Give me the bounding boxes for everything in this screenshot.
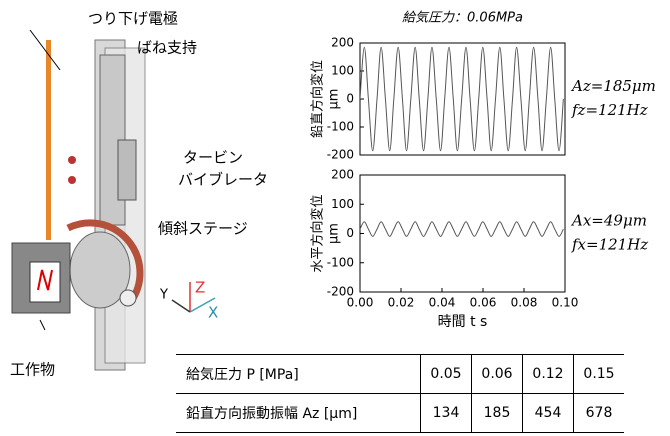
annotation: fz=121Hz [571, 101, 648, 119]
cell: 678 [574, 394, 625, 433]
annotation: Az=185μm [570, 77, 656, 95]
cell: 0.05 [421, 355, 472, 394]
diagram-label: つり下げ電極 [88, 10, 178, 28]
y-tick-label: 0 [346, 92, 354, 106]
y-axis-label: 鉛直方向変位 [310, 60, 326, 138]
diagram-label: 工作物 [10, 361, 55, 379]
device [12, 30, 215, 370]
y-tick-label: 100 [331, 197, 354, 211]
y-tick-label: -100 [327, 255, 354, 269]
annotation: Ax=49μm [570, 212, 647, 230]
cell: 給気圧力 P [MPa] [176, 355, 421, 394]
x-tick-label: 0.04 [429, 296, 456, 310]
y-tick-label: 200 [331, 168, 354, 182]
axis-letter: X [208, 304, 218, 322]
annotation: fx=121Hz [571, 236, 648, 254]
cell: 0.12 [523, 355, 574, 394]
y-axis-label: 水平方向変位 [310, 194, 326, 272]
diagram-label: バイブレータ [178, 171, 268, 189]
cell: 鉛直方向振動振幅 Az [μm] [176, 394, 421, 433]
chart-title: 給気圧力：0.06MPa [402, 11, 523, 26]
y-tick-label: 200 [331, 36, 354, 50]
plot-frame [360, 43, 565, 155]
cell: 0.15 [574, 355, 625, 394]
plot-frame [360, 175, 565, 292]
line-series [360, 222, 563, 237]
x-tick-label: 0.02 [388, 296, 415, 310]
y-tick-label: 100 [331, 64, 354, 78]
y-axis-unit: μm [327, 89, 342, 110]
cell: 134 [421, 394, 472, 433]
diagram-label: ばね支持 [137, 39, 197, 57]
x-tick-label: 0.06 [470, 296, 497, 310]
x-axis-label: 時間 t s [438, 314, 488, 330]
x-tick-label: 0.00 [347, 296, 374, 310]
y-tick-label: -200 [327, 148, 354, 162]
axis-letter: Z [195, 279, 205, 297]
diagram-label: タービン [183, 149, 243, 167]
cell: 0.06 [472, 355, 523, 394]
line-series [360, 47, 563, 151]
y-tick-label: 0 [346, 226, 354, 240]
y-tick-label: -100 [327, 120, 354, 134]
diagram-label: 傾斜ステージ [158, 220, 248, 238]
y-axis-unit: μm [327, 223, 342, 244]
axis-letter: Y [159, 288, 168, 303]
page: つり下げ電極 ばね支持 タービン バイブレータ 傾斜ステージ 工作物 Y Z X… [0, 0, 670, 436]
x-tick-label: 0.08 [511, 296, 538, 310]
x-tick-label: 0.10 [552, 296, 579, 310]
cell: 454 [523, 394, 574, 433]
cell: 185 [472, 394, 523, 433]
